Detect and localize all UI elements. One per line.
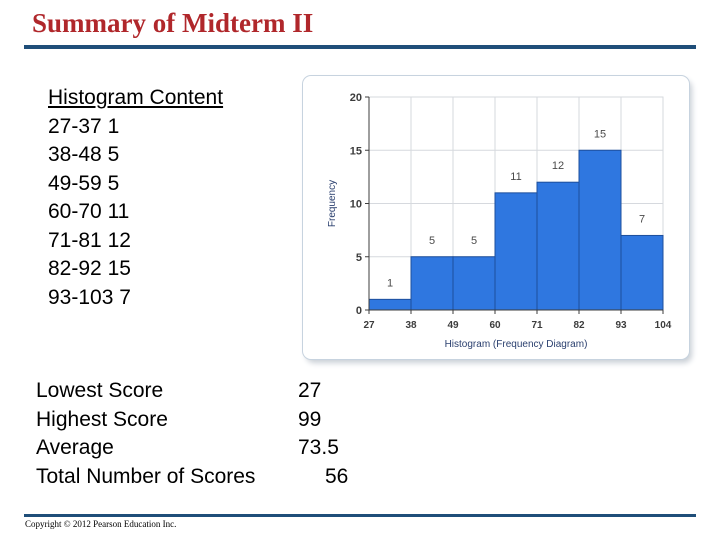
bin-range: 27-37 [48, 114, 102, 138]
bar-value-label: 11 [510, 171, 521, 183]
bar-value-label: 12 [552, 160, 564, 172]
histogram-bar [536, 181, 580, 311]
bar-value-label: 5 [471, 235, 477, 247]
histogram-content-row: 27-37 1 [48, 113, 223, 142]
y-tick-label: 5 [356, 252, 362, 264]
bin-count: 1 [107, 114, 120, 138]
x-tick-label: 82 [573, 320, 585, 331]
footer-divider [24, 514, 696, 517]
bar-value-label: 15 [594, 128, 606, 140]
x-axis-title: Histogram (Frequency Diagram) [445, 339, 588, 350]
bin-range: 38-48 [48, 143, 102, 166]
histogram-chart-card: 1 5 5 11 12 15 7 0 5 10 15 20 27 38 49 60 71 82 93 104 Histo… [303, 76, 689, 359]
y-tick-label: 20 [350, 92, 362, 104]
histogram-content-list: Histogram Content 27-37 1 38-48 5 49-59 … [48, 84, 223, 312]
histogram-content-row: 82-92 15 [48, 255, 223, 284]
bin-range: 82-92 [48, 257, 102, 280]
histogram-bar [410, 256, 454, 311]
x-tick-label: 27 [363, 320, 375, 331]
stat-value: 27 [298, 379, 322, 402]
histogram-bar [368, 298, 412, 311]
bar-value-label: 1 [387, 277, 393, 289]
stat-label: Average [36, 436, 114, 459]
slide-title: Summary of Midterm II [32, 8, 314, 38]
bin-count: 15 [107, 257, 131, 280]
histogram-content-row: 93-103 7 [48, 284, 223, 313]
bin-range: 60-70 [48, 200, 102, 223]
copyright-notice: Copyright © 2012 Pearson Education Inc. [25, 519, 177, 529]
stat-label: Total Number of Scores [36, 464, 256, 488]
bar-value-label: 5 [429, 235, 435, 247]
x-tick-label: 71 [531, 320, 543, 331]
bin-range: 71-81 [48, 228, 102, 252]
bin-count: 11 [107, 200, 130, 223]
bin-count: 7 [119, 285, 131, 309]
histogram-content-row: 38-48 5 [48, 141, 223, 170]
y-tick-label: 10 [350, 199, 362, 211]
histogram-bar [494, 192, 538, 311]
stat-label: Highest Score [36, 407, 168, 431]
histogram-content-row: 71-81 12 [48, 227, 223, 256]
stat-value: 56 [325, 464, 349, 488]
histogram-content-row: 49-59 5 [48, 170, 223, 199]
x-tick-label: 93 [615, 320, 627, 331]
stat-label: Lowest Score [36, 379, 164, 402]
chart-bars [368, 149, 664, 311]
histogram-bar [452, 256, 496, 311]
y-tick-label: 0 [356, 305, 362, 317]
stat-value: 99 [298, 407, 322, 431]
histogram-bar [620, 234, 664, 311]
x-tick-label: 104 [655, 320, 672, 331]
histogram-bar [578, 149, 622, 311]
x-tick-label: 60 [489, 320, 501, 331]
y-tick-label: 15 [350, 145, 362, 157]
bin-count: 5 [107, 171, 120, 195]
bar-value-label: 7 [639, 213, 645, 225]
title-divider [24, 45, 696, 49]
chart-axes [365, 96, 664, 314]
stat-value: 73.5 [298, 436, 339, 459]
x-tick-label: 38 [405, 320, 417, 331]
bin-count: 12 [107, 228, 131, 252]
x-tick-label: 49 [447, 320, 459, 331]
bin-range: 93-103 [48, 285, 114, 309]
y-axis-title: Frequency [327, 180, 338, 227]
histogram-content-heading: Histogram Content [48, 86, 224, 109]
bin-count: 5 [107, 143, 120, 166]
bin-range: 49-59 [48, 171, 102, 195]
histogram-content-row: 60-70 11 [48, 198, 223, 227]
